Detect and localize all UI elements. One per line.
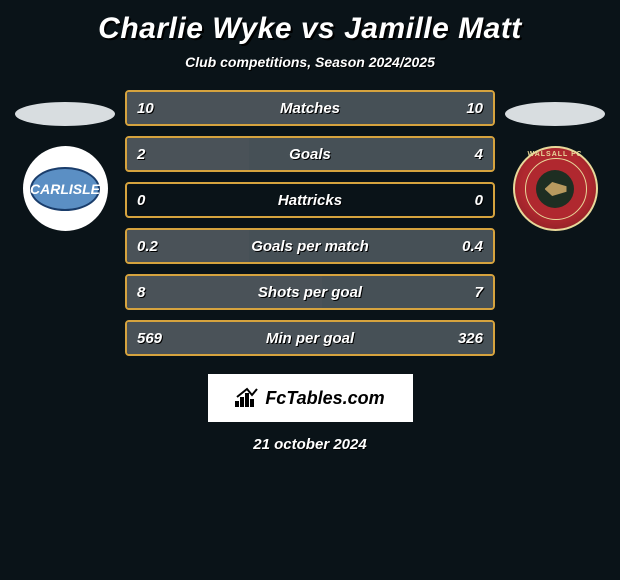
main-row: CARLISLE 10Matches10 2Goals4 0Hattricks0 0.… [0,90,620,356]
right-column: WALSALL FC [505,90,605,231]
left-column: CARLISLE [15,90,115,231]
stat-value-left: 0 [127,192,145,209]
stat-label: Hattricks [145,192,474,209]
stat-row: 0.2Goals per match0.4 [125,228,495,264]
stat-label: Shots per goal [145,284,474,301]
comparison-card: Charlie Wyke vs Jamille Matt Club compet… [0,0,620,453]
club-badge-right-label: WALSALL FC [515,151,596,158]
stat-row: 2Goals4 [125,136,495,172]
stat-value-left: 8 [127,284,145,301]
page-title: Charlie Wyke vs Jamille Matt [98,12,522,46]
stat-value-left: 2 [127,146,145,163]
stat-value-right: 326 [458,330,493,347]
source-badge: FcTables.com [208,374,413,422]
stat-label: Min per goal [162,330,458,347]
date-text: 21 october 2024 [253,436,366,453]
stat-value-right: 10 [466,100,493,117]
source-text: FcTables.com [265,388,384,409]
stats-table: 10Matches10 2Goals4 0Hattricks0 0.2Goals pe… [125,90,495,356]
stat-value-right: 0 [475,192,493,209]
stat-value-right: 0.4 [462,238,493,255]
chart-icon [235,387,259,409]
stat-label: Matches [154,100,467,117]
player-placeholder-right [505,102,605,126]
stat-value-left: 0.2 [127,238,158,255]
subtitle: Club competitions, Season 2024/2025 [185,54,435,70]
club-badge-left-label: CARLISLE [30,167,100,211]
stat-value-left: 569 [127,330,162,347]
stat-value-right: 7 [475,284,493,301]
stat-row: 0Hattricks0 [125,182,495,218]
stat-row: 569Min per goal326 [125,320,495,356]
player-placeholder-left [15,102,115,126]
club-badge-left: CARLISLE [23,146,108,231]
stat-value-left: 10 [127,100,154,117]
stat-row: 8Shots per goal7 [125,274,495,310]
stat-row: 10Matches10 [125,90,495,126]
stat-label: Goals per match [158,238,462,255]
club-badge-right: WALSALL FC [513,146,598,231]
stat-label: Goals [145,146,474,163]
stat-value-right: 4 [475,146,493,163]
